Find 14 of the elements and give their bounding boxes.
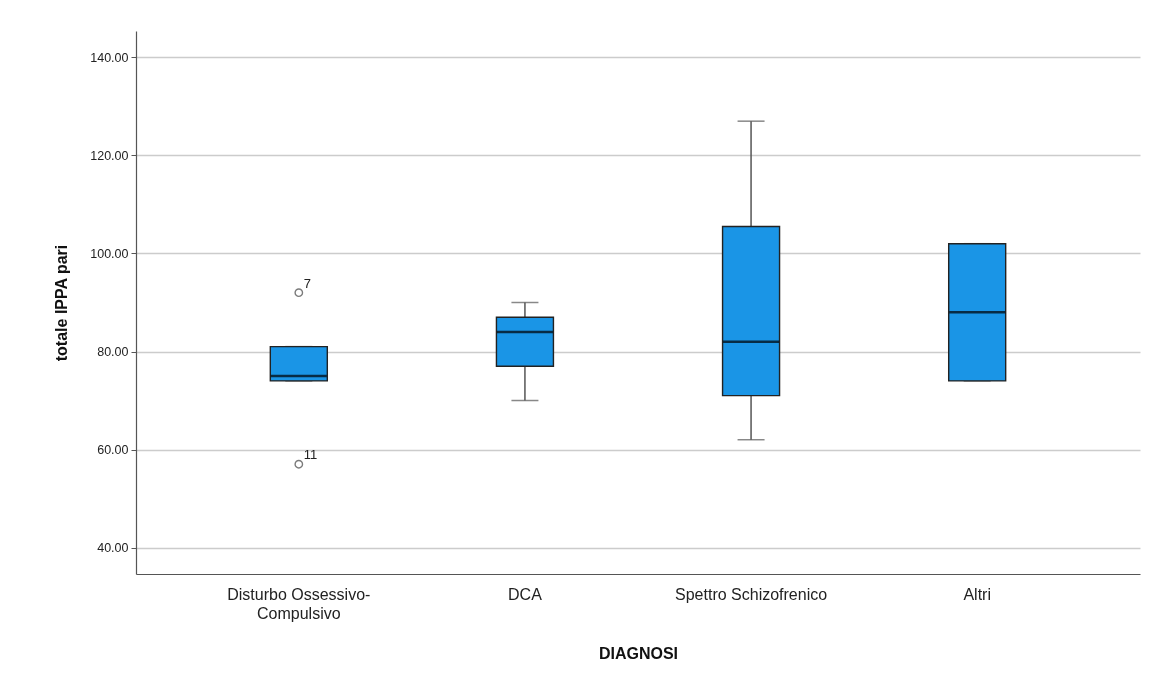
annotation: 7 (303, 275, 312, 291)
x-tick-label: Disturbo Ossessivo-Compulsivo (227, 585, 371, 622)
y-tick-label: 80.00 (97, 345, 129, 360)
y-tick-label: 100.00 (90, 246, 129, 261)
x-axis-title: DIAGNOSI (598, 644, 679, 662)
y-tick-label: 140.00 (90, 50, 129, 65)
x-tick-label: Altri (963, 585, 991, 603)
y-axis-title: totale IPPA pari (53, 244, 71, 362)
y-tick-label: 60.00 (97, 443, 129, 458)
annotation: 11 (303, 447, 318, 463)
y-tick-label: 40.00 (97, 541, 129, 556)
x-tick-label: Spettro Schizofrenico (675, 585, 828, 603)
x-tick-label: DCA (508, 585, 543, 603)
y-tick-label: 120.00 (90, 148, 129, 163)
